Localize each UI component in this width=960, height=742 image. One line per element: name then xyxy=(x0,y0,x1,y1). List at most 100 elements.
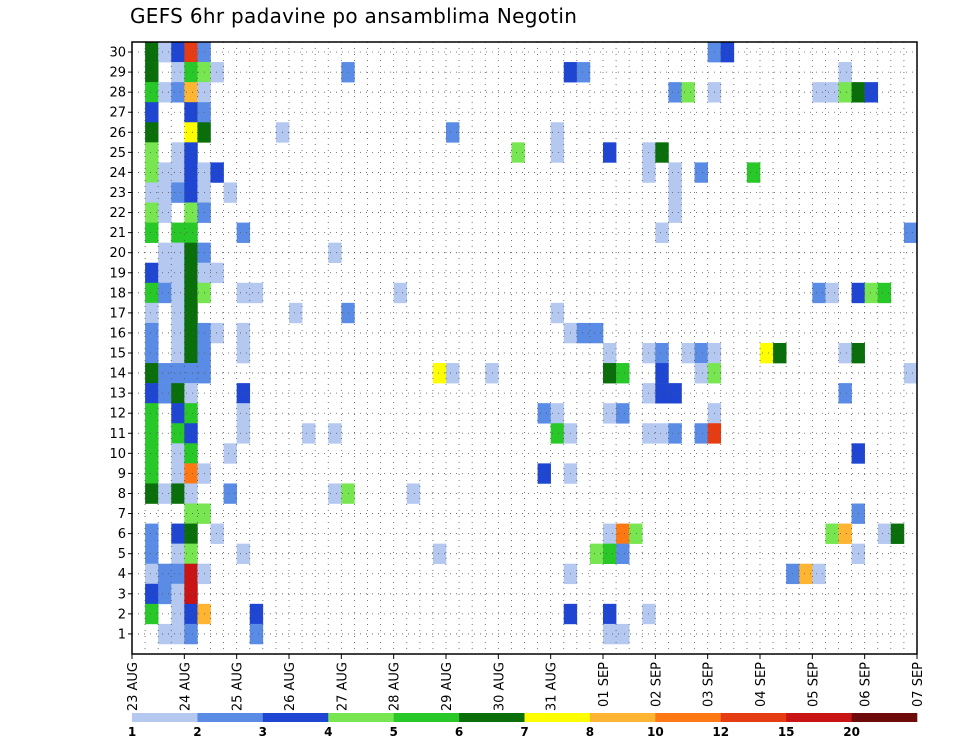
heat-cell xyxy=(603,523,617,544)
y-tick-label: 17 xyxy=(109,306,126,321)
x-tick-label: 04 SEP xyxy=(754,662,769,707)
heat-cell xyxy=(184,603,198,625)
colorbar-label: 20 xyxy=(843,725,860,739)
colorbar-swatch xyxy=(132,713,198,722)
heat-cell xyxy=(145,182,159,203)
heat-cell xyxy=(223,443,237,464)
heat-cell xyxy=(550,302,565,324)
heat-cell xyxy=(184,523,198,544)
heat-cell xyxy=(825,523,839,544)
heat-cell xyxy=(210,62,224,83)
heat-cell xyxy=(668,82,682,103)
colorbar-swatch xyxy=(393,713,460,722)
heat-cell xyxy=(171,443,185,464)
y-tick-label: 29 xyxy=(109,66,126,81)
heat-cell xyxy=(145,82,159,103)
heat-cell xyxy=(603,403,617,424)
heat-cell xyxy=(184,82,198,103)
heat-cell xyxy=(145,603,159,625)
heat-cell xyxy=(655,383,669,404)
heat-cell xyxy=(171,363,185,384)
heat-cell xyxy=(184,242,198,264)
heat-cell xyxy=(171,42,185,63)
heat-cell xyxy=(694,162,708,183)
heat-cell xyxy=(158,162,172,183)
heat-cell xyxy=(603,603,617,625)
heat-cell xyxy=(668,383,682,404)
colorbar-swatch xyxy=(786,713,852,722)
heat-cell xyxy=(158,583,172,605)
heat-cell xyxy=(145,483,159,504)
heat-cell xyxy=(184,483,198,504)
heat-cell xyxy=(184,543,198,565)
heat-cell xyxy=(550,122,565,143)
heat-cell xyxy=(184,463,198,484)
heat-cell xyxy=(825,82,839,103)
heat-cell xyxy=(760,342,774,364)
heat-cell xyxy=(655,423,669,444)
colorbar-label: 1 xyxy=(128,725,136,739)
heat-cell xyxy=(681,342,695,364)
heat-cell xyxy=(171,262,185,284)
heat-cell xyxy=(145,383,159,404)
heat-cell xyxy=(171,222,185,243)
heat-cell xyxy=(616,523,630,544)
heat-cell xyxy=(432,363,447,384)
y-tick-label: 23 xyxy=(109,186,126,201)
colorbar-label: 15 xyxy=(778,725,795,739)
heat-cell xyxy=(603,342,617,364)
heat-cell xyxy=(236,282,251,304)
colorbar-swatch xyxy=(720,713,787,722)
heat-cell xyxy=(171,623,185,645)
heat-cell xyxy=(236,543,251,565)
heat-cell xyxy=(158,383,172,404)
heat-cell xyxy=(550,142,565,163)
heat-cell xyxy=(511,142,525,163)
heat-cell xyxy=(158,623,172,645)
heat-cell xyxy=(773,342,787,364)
y-tick-label: 8 xyxy=(118,487,126,502)
y-tick-label: 6 xyxy=(118,527,126,542)
y-tick-label: 13 xyxy=(109,387,126,402)
heat-cell xyxy=(249,282,264,304)
colorbar-swatch xyxy=(851,713,918,722)
x-tick-label: 28 AUG xyxy=(388,662,403,711)
colorbar-swatch xyxy=(524,713,591,722)
heat-cell xyxy=(145,403,159,424)
heat-cell xyxy=(328,483,342,504)
colorbar-swatch xyxy=(262,713,329,722)
y-tick-label: 1 xyxy=(118,627,126,642)
heat-cell xyxy=(864,82,879,103)
heat-cell xyxy=(655,142,669,163)
heat-cell xyxy=(184,282,198,304)
heat-cell xyxy=(158,282,172,304)
x-tick-label: 26 AUG xyxy=(283,662,298,711)
heat-cell xyxy=(681,82,695,103)
x-tick-label: 31 AUG xyxy=(545,662,560,711)
heat-cell xyxy=(171,142,185,163)
heat-cell xyxy=(158,42,172,63)
x-tick-label: 30 AUG xyxy=(492,662,507,711)
heat-cell xyxy=(145,222,159,243)
heat-cell xyxy=(145,523,159,544)
heat-cell xyxy=(145,62,159,83)
x-tick-label: 23 AUG xyxy=(126,662,141,711)
heat-cell xyxy=(746,162,761,183)
x-tick-label: 06 SEP xyxy=(859,662,874,707)
y-tick-label: 16 xyxy=(109,326,126,341)
heat-cell xyxy=(184,383,198,404)
heat-cell xyxy=(838,82,852,103)
heat-cell xyxy=(171,523,185,544)
heat-cell xyxy=(184,403,198,424)
heat-cell xyxy=(171,403,185,424)
heat-cell xyxy=(171,383,185,404)
heat-cell xyxy=(903,363,918,384)
heat-cell xyxy=(838,342,852,364)
plot-frame xyxy=(131,41,918,655)
heat-cell xyxy=(184,423,198,444)
heat-cell xyxy=(616,623,630,645)
heat-cell xyxy=(812,563,826,585)
y-tick-label: 25 xyxy=(109,146,126,161)
heat-cell xyxy=(158,563,172,585)
heat-cell xyxy=(145,342,159,364)
